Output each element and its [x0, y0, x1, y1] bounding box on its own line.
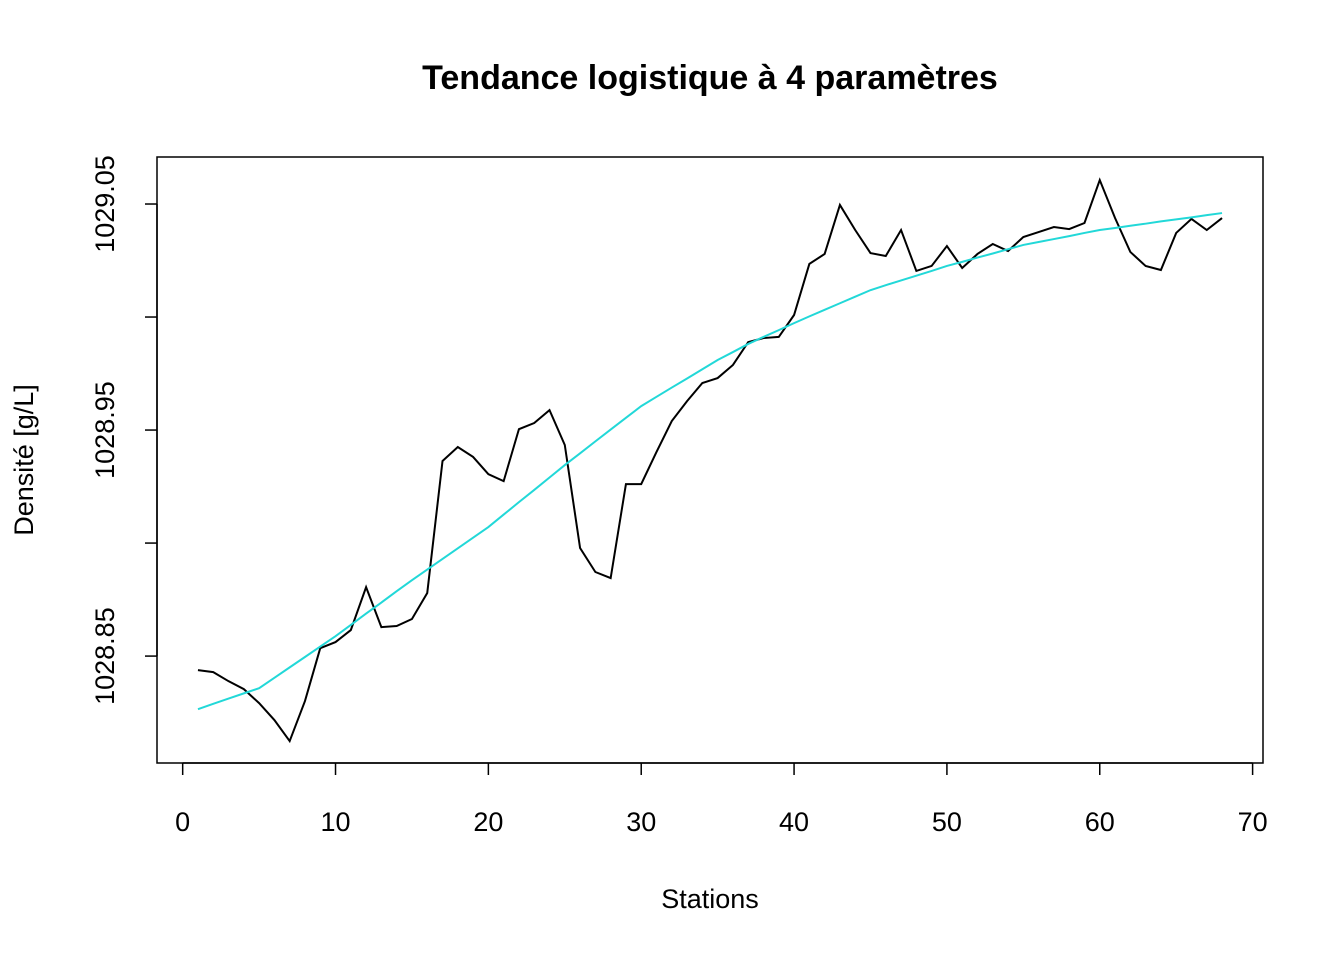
plot-box: [156, 156, 1264, 764]
y-tick-label: 1029.05: [90, 155, 120, 253]
y-tick-label: 1028.95: [90, 381, 120, 479]
x-tick-label: 60: [1085, 807, 1115, 837]
x-tick-label: 0: [175, 807, 190, 837]
y-tick-label: 1028.85: [90, 607, 120, 705]
x-tick-label: 70: [1238, 807, 1268, 837]
x-tick-label: 50: [932, 807, 962, 837]
chart-title: Tendance logistique à 4 paramètres: [422, 59, 998, 97]
x-axis-label: Stations: [661, 884, 759, 914]
y-axis-label: Densité [g/L]: [9, 384, 39, 536]
x-tick-label: 20: [473, 807, 503, 837]
x-tick-label: 30: [626, 807, 656, 837]
x-tick-label: 10: [321, 807, 351, 837]
series-line: [197, 212, 1223, 711]
series-line: [197, 177, 1223, 744]
x-tick-label: 40: [779, 807, 809, 837]
